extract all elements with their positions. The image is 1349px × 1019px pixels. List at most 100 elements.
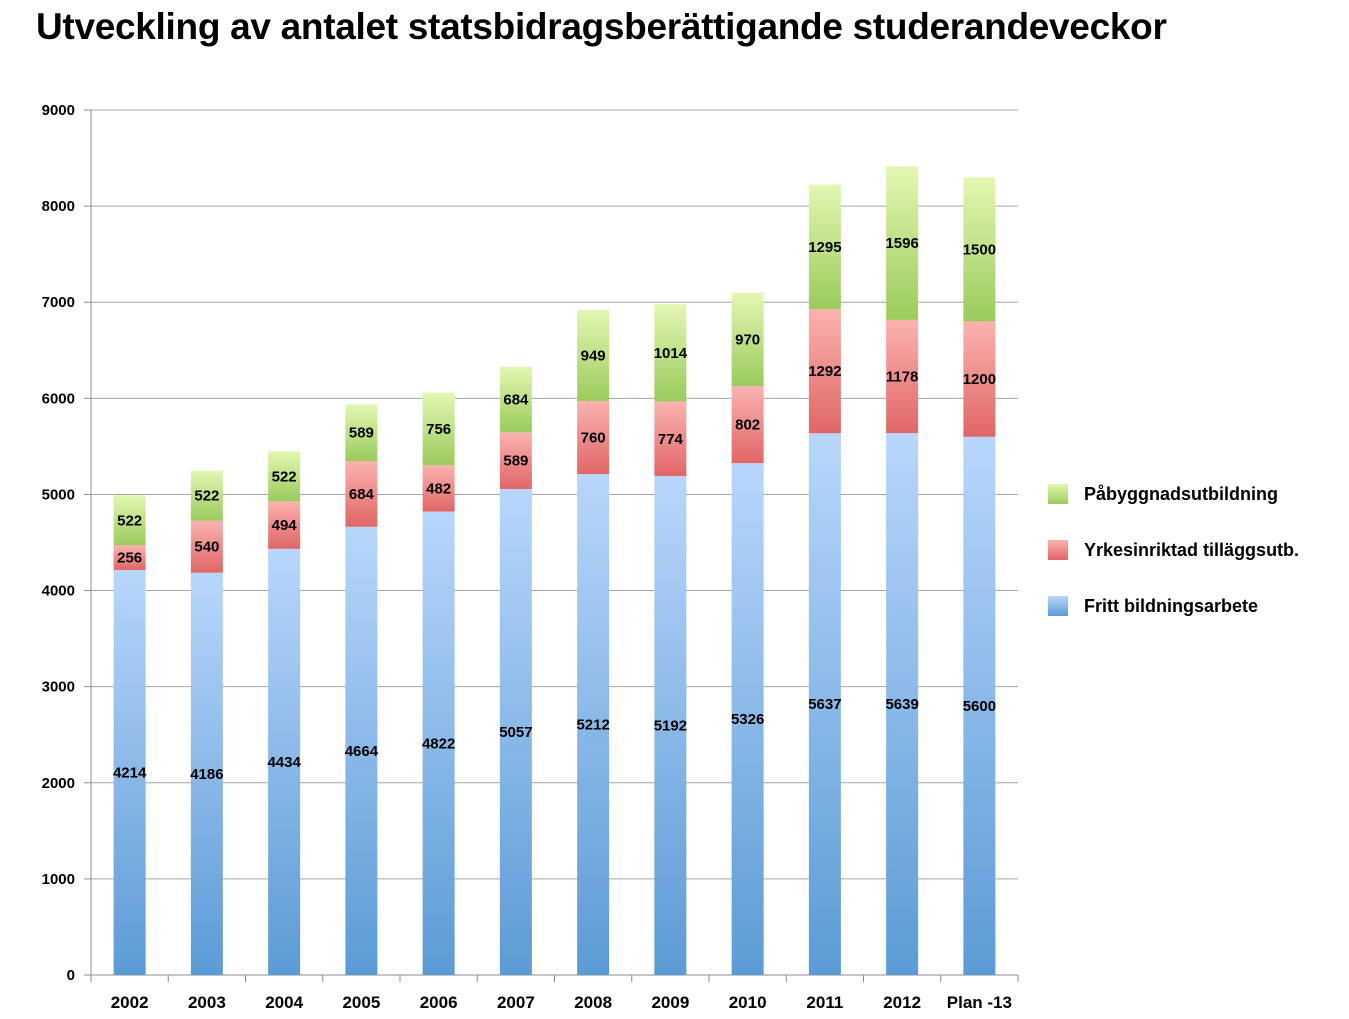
data-label: 970 — [735, 331, 760, 348]
bar-segment-pabyggnad — [499, 366, 532, 433]
bar-segment-pabyggnad — [345, 404, 378, 461]
bar-segment-fritt — [422, 511, 455, 975]
data-label: 1200 — [963, 371, 996, 388]
data-label: 522 — [194, 488, 219, 505]
bar-segment-fritt — [113, 569, 146, 975]
data-label: 494 — [272, 517, 298, 534]
data-label: 684 — [349, 486, 375, 503]
y-tick-label: 3000 — [42, 679, 75, 696]
bar-segment-yrkesinriktad — [113, 545, 146, 570]
bar-segment-yrkesinriktad — [345, 460, 378, 527]
bar-segment-fritt — [577, 474, 610, 975]
bar-segment-yrkesinriktad — [422, 465, 455, 512]
data-label: 802 — [735, 417, 760, 434]
x-category-label: 2012 — [883, 993, 921, 1012]
x-category-label: 2010 — [729, 993, 767, 1012]
legend-swatch-fritt — [1048, 596, 1068, 616]
data-label: 684 — [503, 391, 529, 408]
gridlines — [91, 109, 1018, 976]
y-tick-label: 7000 — [42, 294, 75, 311]
legend-swatch-pabyggnad — [1048, 484, 1068, 504]
data-label: 5057 — [499, 724, 532, 741]
x-category-label: 2003 — [188, 993, 226, 1012]
legend-label-yrkesinriktad: Yrkesinriktad tilläggsutb. — [1084, 539, 1300, 560]
data-label: 1292 — [808, 363, 841, 380]
legend-item-yrkesinriktad: Yrkesinriktad tilläggsutb. — [1048, 536, 1299, 564]
data-label: 1500 — [963, 241, 996, 258]
legend-label-pabyggnad: Påbyggnadsutbildning — [1084, 483, 1278, 504]
legend-item-pabyggnad: Påbyggnadsutbildning — [1048, 480, 1299, 508]
bar-segment-fritt — [268, 548, 301, 975]
bar-segment-fritt — [654, 475, 687, 975]
bar-segment-yrkesinriktad — [654, 401, 687, 476]
data-label: 756 — [426, 421, 451, 438]
bar-segment-fritt — [499, 488, 532, 975]
data-label: 5326 — [731, 711, 764, 728]
y-tick-label: 8000 — [42, 198, 75, 215]
data-label: 1014 — [654, 345, 688, 362]
data-label: 4186 — [190, 766, 223, 783]
data-label: 540 — [194, 539, 219, 556]
data-label: 1295 — [808, 239, 841, 256]
data-label: 5212 — [576, 717, 609, 734]
bar-segment-pabyggnad — [731, 292, 764, 387]
bar-segment-yrkesinriktad — [499, 432, 532, 489]
bar-segment-pabyggnad — [113, 495, 146, 546]
bar-segment-pabyggnad — [268, 451, 301, 502]
data-label: 4434 — [267, 754, 301, 771]
y-tick-label: 6000 — [42, 390, 75, 407]
data-label: 5637 — [808, 696, 841, 713]
x-category-label: 2006 — [420, 993, 458, 1012]
value-labels: 4214 256 522 4186 540 522 4434 494 522 4664 684 589… — [113, 235, 996, 783]
y-tick-label: 1000 — [42, 871, 75, 888]
bar-segment-fritt — [731, 463, 764, 975]
data-label: 522 — [272, 468, 297, 485]
data-label: 5639 — [885, 696, 918, 713]
x-category-label: 2002 — [111, 993, 149, 1012]
bar-segment-fritt — [963, 436, 996, 975]
data-label: 4214 — [113, 764, 147, 781]
data-label: 1596 — [885, 235, 918, 252]
bar-segment-fritt — [808, 433, 841, 975]
data-label: 5192 — [654, 717, 687, 734]
legend-swatch-yrkesinriktad — [1048, 540, 1068, 560]
y-tick-label: 2000 — [42, 775, 75, 792]
bar-segment-fritt — [190, 572, 223, 975]
x-category-label: 2004 — [265, 993, 303, 1012]
axes: 0 1000 2000 3000 4000 5000 6000 7000 8000 9000 200… — [42, 102, 1019, 1012]
data-label: 522 — [117, 512, 142, 529]
data-label: 774 — [658, 431, 684, 448]
data-label: 5600 — [963, 698, 996, 715]
data-label: 949 — [581, 347, 606, 364]
bar-segment-pabyggnad — [886, 166, 919, 320]
y-tick-label: 9000 — [42, 102, 75, 119]
data-label: 589 — [349, 425, 374, 442]
legend: Påbyggnadsutbildning Yrkesinriktad tillä… — [1048, 480, 1299, 648]
bar-segment-fritt — [345, 526, 378, 975]
data-label: 589 — [503, 453, 528, 470]
y-tick-label: 5000 — [42, 486, 75, 503]
y-tick-label: 4000 — [42, 583, 75, 600]
x-category-label: 2008 — [574, 993, 612, 1012]
bar-segment-yrkesinriktad — [731, 386, 764, 464]
bar-segment-yrkesinriktad — [808, 309, 841, 434]
y-tick-label: 0 — [67, 967, 75, 984]
bar-segment-pabyggnad — [654, 304, 687, 402]
bar-segment-yrkesinriktad — [268, 501, 301, 549]
x-category-label: 2009 — [651, 993, 689, 1012]
bar-segment-yrkesinriktad — [577, 401, 610, 475]
data-label: 1178 — [886, 368, 919, 385]
x-category-label: 2007 — [497, 993, 535, 1012]
bar-segment-pabyggnad — [808, 184, 841, 310]
data-label: 4664 — [345, 743, 379, 760]
bar-segment-yrkesinriktad — [886, 319, 919, 434]
bar-segment-pabyggnad — [963, 177, 996, 322]
x-category-label: Plan -13 — [947, 993, 1012, 1012]
legend-label-fritt: Fritt bildningsarbete — [1084, 595, 1259, 616]
bar-segment-yrkesinriktad — [190, 520, 223, 573]
bar-segment-pabyggnad — [422, 392, 455, 466]
bar-segment-fritt — [886, 433, 919, 976]
bars — [113, 166, 996, 976]
data-label: 760 — [581, 430, 606, 447]
